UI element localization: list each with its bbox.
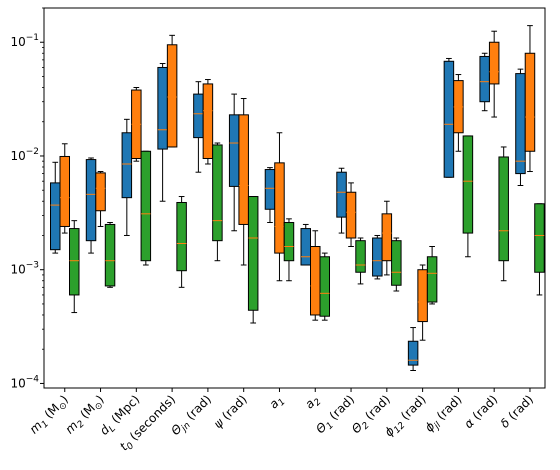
box-body [121, 132, 133, 199]
box-series1-5 [193, 81, 204, 173]
x-category-label: α (rad) [461, 392, 500, 431]
box-body [283, 222, 295, 262]
box-series2-13 [488, 30, 500, 118]
box-series2-3 [131, 86, 142, 162]
y-tick-label: 10−3 [10, 261, 39, 277]
box-series3-13 [498, 146, 509, 282]
box-series3-14 [534, 203, 545, 296]
box-series2-9 [345, 182, 357, 247]
box-body [462, 135, 474, 234]
box-body [104, 223, 116, 287]
box-series3-4 [176, 196, 187, 288]
plot-frame [43, 7, 546, 389]
box-series2-11 [417, 264, 428, 341]
x-category-label: a1 [266, 392, 287, 413]
box-series2-6 [238, 98, 249, 266]
y-tick-label: 10−2 [10, 147, 39, 163]
box-body [238, 114, 249, 225]
box-body [391, 240, 402, 286]
y-tick-label: 10−1 [10, 33, 39, 49]
box-body [193, 93, 204, 139]
box-series1-13 [479, 52, 490, 112]
box-body [498, 156, 509, 262]
box-body [345, 191, 357, 239]
box-series1-14 [515, 68, 526, 187]
box-series1-6 [228, 93, 240, 232]
box-body [176, 201, 187, 272]
box-series3-6 [247, 196, 259, 324]
box-body [524, 52, 536, 152]
box-series2-4 [166, 34, 178, 148]
box-body [95, 172, 106, 212]
box-body [381, 213, 393, 262]
box-series3-2 [104, 222, 116, 288]
box-series1-8 [300, 223, 312, 266]
box-series1-12 [443, 57, 455, 178]
box-body [426, 256, 438, 303]
box-body [212, 144, 223, 242]
box-body [59, 155, 71, 227]
box-body [319, 256, 331, 317]
box-series3-1 [69, 220, 80, 314]
box-body [274, 162, 285, 254]
x-axis: m1 (M⊙)m2 (M⊙)dL (Mpc)t0 (seconds)Θjn (r… [27, 388, 536, 454]
box-body [443, 60, 455, 178]
box-body [166, 44, 178, 148]
box-series3-8 [319, 252, 331, 321]
box-body [515, 73, 526, 175]
box-series1-3 [121, 118, 133, 236]
box-series3-9 [355, 237, 366, 285]
y-axis: 10−4 10−3 10−2 10−1 [10, 7, 44, 390]
box-series3-3 [140, 150, 152, 266]
box-body [310, 245, 321, 316]
box-body [202, 83, 214, 160]
box-series1-4 [157, 63, 168, 202]
box-series2-10 [381, 200, 393, 276]
box-body [50, 182, 61, 251]
x-category-label: ψ (rad) [211, 392, 250, 431]
box-body [407, 340, 419, 366]
box-series2-1 [59, 143, 71, 234]
box-series1-9 [336, 167, 347, 234]
box-body [228, 114, 240, 187]
box-body [300, 228, 312, 266]
box-series1-1 [50, 161, 61, 254]
box-body [247, 196, 259, 311]
box-series1-10 [372, 234, 383, 280]
box-body [488, 41, 500, 85]
box-body [69, 228, 80, 296]
box-body [479, 55, 490, 103]
box-series2-8 [310, 230, 321, 321]
box-series2-12 [453, 74, 464, 152]
box-body [534, 203, 545, 273]
x-category-label: δ (rad) [498, 392, 536, 430]
box-series2-5 [202, 79, 214, 165]
box-body [372, 237, 383, 277]
box-body [85, 159, 97, 242]
box-series1-7 [264, 167, 276, 224]
box-series2-2 [95, 171, 106, 227]
box-series1-11 [407, 327, 419, 371]
x-category-label: ϕjl (rad) [422, 392, 467, 437]
x-category-label: m1 (M⊙) [27, 392, 73, 438]
box-body [264, 169, 276, 210]
box-series3-5 [212, 142, 223, 262]
box-body [355, 240, 366, 273]
box-body [417, 269, 428, 323]
x-category-label: Θ1 (rad) [313, 392, 359, 438]
box-series3-11 [426, 245, 438, 305]
box-body [336, 171, 347, 218]
x-category-label: a2 [302, 392, 323, 413]
y-tick-label: 10−4 [10, 374, 39, 390]
box-series2-7 [274, 132, 285, 282]
box-series3-7 [283, 218, 295, 282]
box-series1-2 [85, 157, 97, 254]
boxes-layer [50, 25, 545, 371]
box-series3-12 [462, 135, 474, 258]
box-body [157, 66, 168, 150]
box-body [140, 150, 152, 262]
box-series2-14 [524, 25, 536, 173]
box-series3-10 [391, 237, 402, 292]
